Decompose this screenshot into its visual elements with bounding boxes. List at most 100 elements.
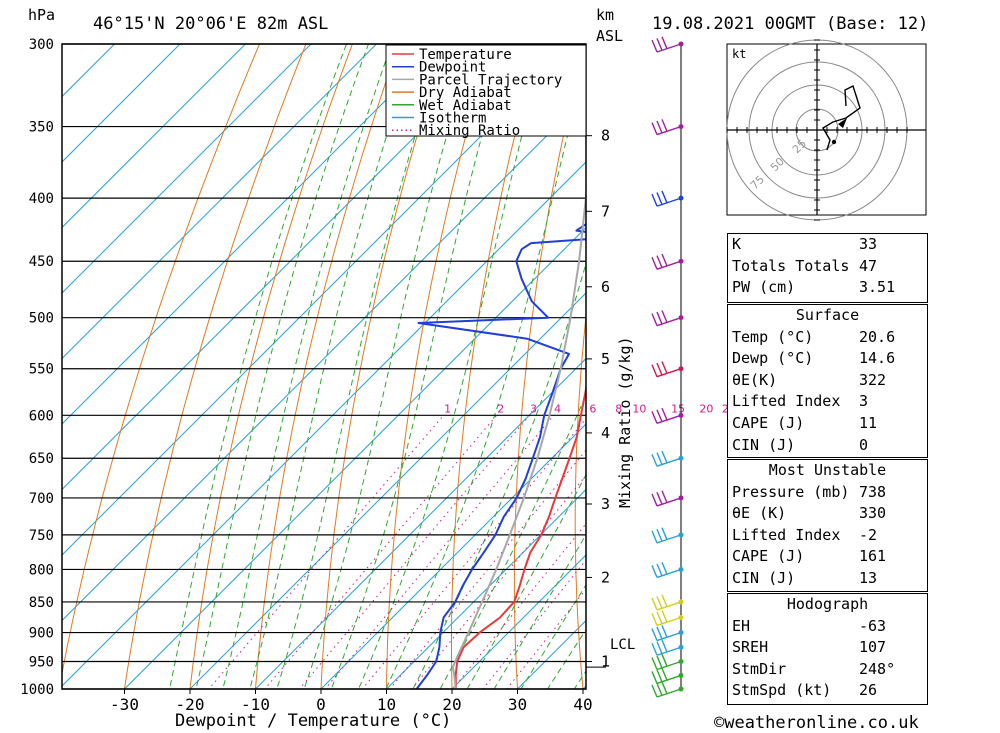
most-unstable-row: CAPE (J) 161 [728, 546, 927, 568]
x-tick-label: -20 [176, 695, 205, 714]
hodograph-row: SREH 107 [728, 637, 927, 659]
wind-barb [651, 119, 684, 136]
indices-box: K 33 Totals Totals 47 PW (cm) 3.51 [727, 233, 928, 303]
surface-row-value: 3 [859, 392, 869, 411]
surface-row-label: Lifted Index [732, 392, 841, 411]
wet-adiabat-line [358, 44, 547, 689]
most-unstable-box: Most Unstable Pressure (mb) 738 θE (K) 330 L… [727, 459, 928, 592]
most-unstable-row-value: 13 [859, 568, 878, 587]
hodograph-row-label: SREH [732, 638, 769, 657]
hodograph-row-label: StmSpd (kt) [732, 681, 832, 700]
mixing-ratio-axis-label: Mixing Ratio (g/kg) [616, 336, 634, 508]
isotherm-line [62, 44, 312, 294]
isotherm-line [62, 44, 116, 98]
height-tick-label: 2 [601, 568, 610, 586]
x-tick-label: 0 [316, 695, 326, 714]
pressure-tick-label: 800 [29, 562, 54, 578]
height-tick-label: 7 [601, 202, 610, 220]
surface-box: Surface Temp (°C) 20.6 Dewp (°C) 14.6 θE(K) 3… [727, 304, 928, 458]
index-row: K 33 [728, 234, 927, 256]
pressure-tick-label: 900 [29, 626, 54, 642]
isotherm-line [62, 44, 247, 229]
height-tick-label: 4 [601, 424, 610, 442]
index-row-value: 33 [859, 235, 878, 253]
surface-row-value: 0 [859, 435, 869, 454]
x-tick-label: 40 [573, 695, 592, 714]
mixing-ratio-line [452, 522, 586, 689]
mixing-ratio-tick-label: 4 [554, 402, 561, 415]
mixing-ratio-tick-label: 1 [444, 402, 451, 415]
surface-row-label: Temp (°C) [732, 327, 814, 346]
dry-adiabat-line [954, 26, 1000, 715]
wind-barb [651, 561, 684, 579]
wet-adiabat-line [385, 59, 586, 689]
plot-frame [61, 43, 587, 690]
wind-barb [651, 625, 684, 642]
hodograph-row: EH -63 [728, 616, 927, 638]
mixing-ratio-line [506, 588, 586, 689]
km-label: km [596, 6, 614, 24]
mixing-ratio-line [264, 414, 498, 689]
wet-adiabat-line [222, 44, 393, 689]
dry-adiabat-line [691, 26, 727, 715]
wind-barb [651, 36, 684, 53]
wet-adiabat-line [195, 44, 370, 689]
most-unstable-row-value: -2 [859, 525, 878, 544]
wet-adiabat-line [249, 44, 418, 689]
wind-barb [651, 667, 684, 685]
mixing-ratio-labels: 12346810152025 [444, 402, 736, 415]
storm-motion-marker [838, 118, 847, 128]
surface-row-label: θE(K) [732, 370, 778, 389]
wind-barb [651, 681, 684, 698]
most-unstable-row: θE (K) 330 [728, 503, 927, 525]
isotherm-line [62, 44, 378, 360]
height-tick-label: 8 [601, 127, 610, 145]
wet-adiabat-line [276, 44, 445, 689]
wind-barb [651, 490, 684, 507]
index-row-value: 47 [859, 256, 878, 275]
mixing-ratio-line [482, 559, 586, 689]
hodograph-trace [822, 85, 861, 151]
most-unstable-row: Lifted Index -2 [728, 525, 927, 547]
axes-text: 3003504004505005506006507007508008509009… [20, 37, 610, 714]
dry-adiabat-line [62, 44, 261, 676]
height-tick-label: 5 [601, 350, 610, 368]
pressure-tick-label: 550 [29, 362, 54, 378]
legend-label: Mixing Ratio [419, 123, 520, 139]
wind-barb [651, 310, 684, 327]
x-tick-label: 10 [377, 695, 396, 714]
pressure-tick-label: 400 [29, 191, 54, 207]
x-axis-label: Dewpoint / Temperature (°C) [175, 711, 451, 731]
wet-adiabat-line [439, 393, 586, 689]
index-row: Totals Totals 47 [728, 256, 927, 278]
surface-row-label: CIN (J) [732, 435, 796, 454]
hodograph-row-label: EH [732, 616, 751, 635]
pressure-tick-label: 350 [29, 120, 54, 136]
mixing-ratio-tick-label: 3 [530, 402, 537, 415]
wet-adiabat-line [168, 44, 348, 689]
pressure-tick-label: 500 [29, 311, 54, 327]
surface-row: CAPE (J) 11 [728, 413, 927, 435]
pressure-tick-label: 750 [29, 528, 54, 544]
most-unstable-row-value: 161 [859, 547, 887, 566]
pressure-tick-label: 450 [29, 254, 54, 270]
surface-title: Surface [795, 306, 860, 324]
isotherm-line [123, 226, 586, 689]
surface-row: CIN (J) 0 [728, 435, 927, 457]
datetime-title: 19.08.2021 00GMT (Base: 12) [652, 14, 928, 34]
legend-label: Dry Adiabat [419, 85, 512, 101]
isotherm-line [254, 357, 586, 689]
hodograph-row-value: 248° [859, 659, 896, 678]
height-tick-label: 3 [601, 495, 610, 513]
pressure-tick-label: 700 [29, 491, 54, 507]
hodograph-row-value: 107 [859, 638, 887, 657]
copyright: ©weatheronline.co.uk [714, 713, 919, 733]
wind-barb [651, 527, 684, 544]
dry-adiabat-line [320, 44, 446, 689]
hodograph-row-label: StmDir [732, 659, 787, 678]
hodograph-point [831, 139, 837, 145]
wet-adiabat-line [330, 44, 509, 689]
dry-adiabat-line [254, 44, 400, 689]
index-row-label: PW (cm) [732, 278, 796, 297]
